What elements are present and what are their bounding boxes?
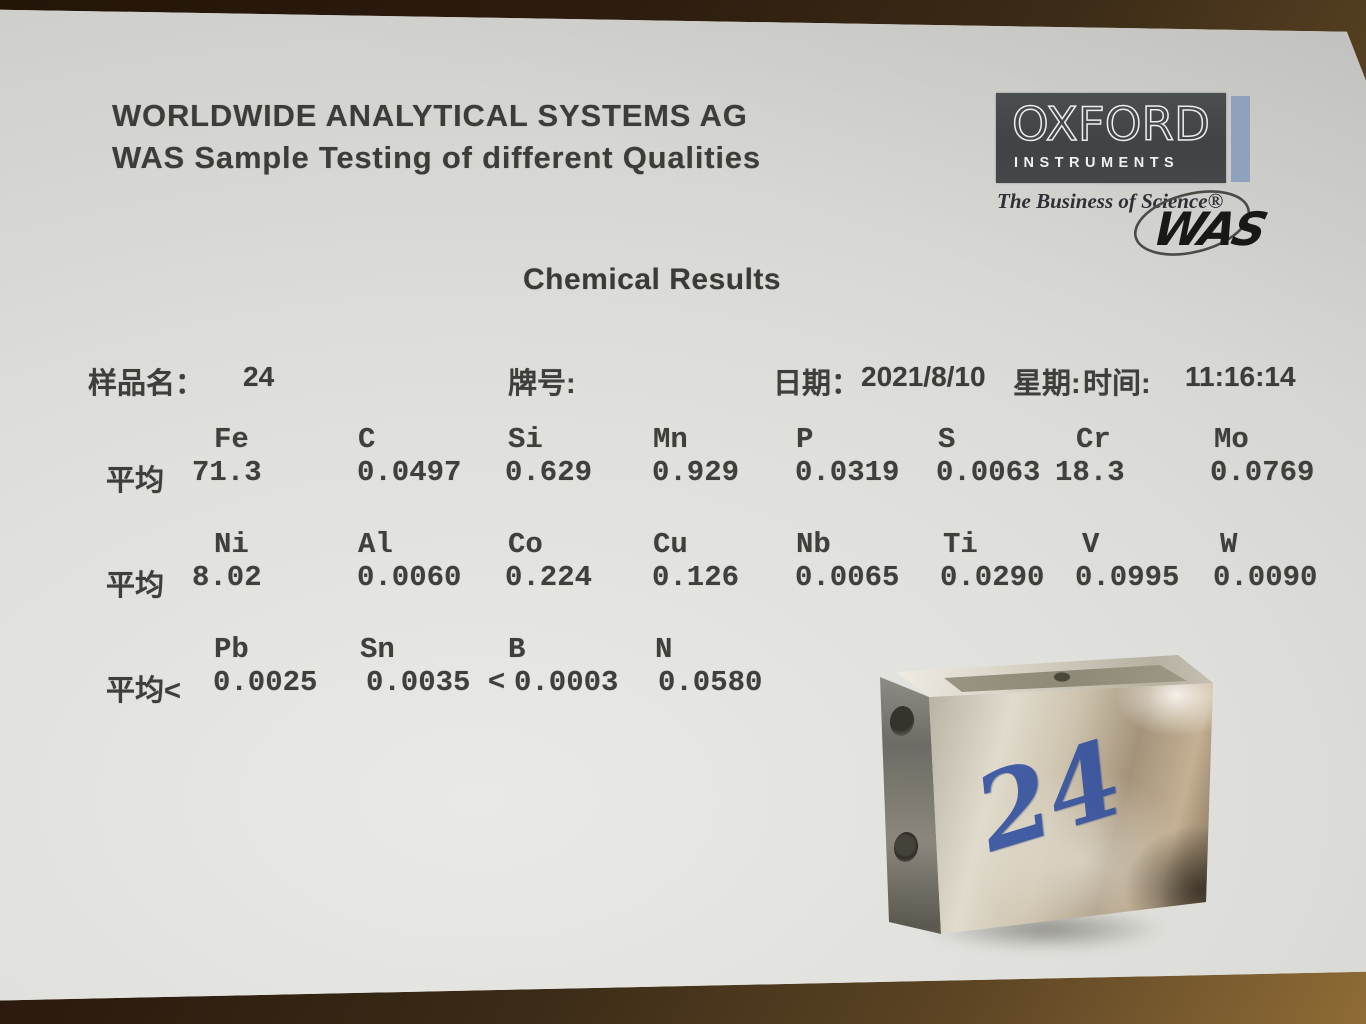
element-symbol: C — [358, 423, 376, 456]
element-symbol: Co — [508, 528, 543, 561]
element-symbol: B — [508, 633, 526, 666]
element-symbol: N — [655, 633, 673, 666]
row-label-average: 平均< — [106, 675, 181, 707]
report-subtitle: WAS Sample Testing of different Qualitie… — [112, 140, 761, 175]
block-front-face — [929, 683, 1213, 934]
oxford-logo-box: OXFORD INSTRUMENTS — [996, 93, 1226, 183]
sample-name-label: 样品名： — [88, 368, 205, 400]
time-label: 时间: — [1083, 368, 1151, 400]
logo-accent-bar — [1231, 96, 1250, 182]
element-value: 0.0035 < — [366, 666, 506, 699]
report-title: Chemical Results — [523, 263, 782, 296]
element-symbol: W — [1220, 528, 1238, 561]
element-value: 0.0290 — [940, 561, 1045, 594]
element-symbol: V — [1082, 528, 1100, 561]
element-symbol: Fe — [214, 423, 249, 456]
element-value: 71.3 — [192, 456, 262, 489]
was-emblem-text: WAS — [1148, 204, 1271, 257]
element-symbol: Nb — [796, 528, 831, 561]
element-value: 0.0497 — [357, 456, 462, 489]
element-symbol: Mo — [1214, 423, 1249, 456]
element-value: 0.0319 — [795, 456, 900, 489]
element-symbol: Ti — [943, 528, 978, 561]
element-value: 0.0769 — [1210, 456, 1315, 489]
element-value: 8.02 — [192, 561, 262, 594]
element-symbol: Mn — [653, 423, 688, 456]
element-value: 0.0995 — [1075, 561, 1180, 594]
element-symbol: Pb — [214, 633, 249, 666]
weekday-label: 星期: — [1013, 368, 1081, 400]
element-value: 0.0580 — [658, 666, 763, 699]
element-symbol: P — [796, 423, 814, 456]
element-value: 0.0003 — [514, 666, 619, 699]
was-emblem-icon: WAS — [1133, 190, 1271, 257]
element-value: 0.0063 — [936, 456, 1041, 489]
element-value: 0.0060 — [357, 561, 462, 594]
element-value: 0.0025 — [213, 666, 318, 699]
element-symbol: S — [938, 423, 956, 456]
element-symbol: Cr — [1076, 423, 1111, 456]
element-symbol: Sn — [360, 633, 395, 666]
element-value: 18.3 — [1055, 456, 1125, 489]
sample-name-value: 24 — [243, 361, 275, 392]
row-label-average: 平均 — [106, 570, 165, 602]
oxford-wordmark-text: OXFORD — [1012, 97, 1210, 151]
logo-tagline: The Business of Science® — [997, 189, 1224, 213]
element-symbol: Si — [508, 423, 543, 456]
date-value: 2021/8/10 — [861, 361, 986, 392]
element-value: 0.224 — [505, 561, 593, 594]
oxford-wordmark-icon: OXFORD — [1011, 96, 1211, 152]
element-value: 0.126 — [652, 561, 740, 594]
element-value: 0.929 — [652, 456, 740, 489]
element-symbol: Al — [358, 528, 393, 561]
element-symbol: Cu — [653, 528, 688, 561]
element-value: 0.629 — [505, 456, 593, 489]
row-label-average: 平均 — [106, 465, 165, 497]
metal-sample-block: 24 — [872, 650, 1222, 950]
time-value: 11:16:14 — [1185, 361, 1296, 392]
grade-label: 牌号: — [508, 368, 576, 400]
element-symbol: Ni — [214, 528, 249, 561]
element-value: 0.0065 — [795, 561, 900, 594]
date-label: 日期： — [773, 368, 861, 400]
company-name: WORLDWIDE ANALYTICAL SYSTEMS AG — [112, 98, 748, 133]
element-value: 0.0090 — [1213, 561, 1318, 594]
instruments-label: INSTRUMENTS — [1014, 155, 1180, 171]
